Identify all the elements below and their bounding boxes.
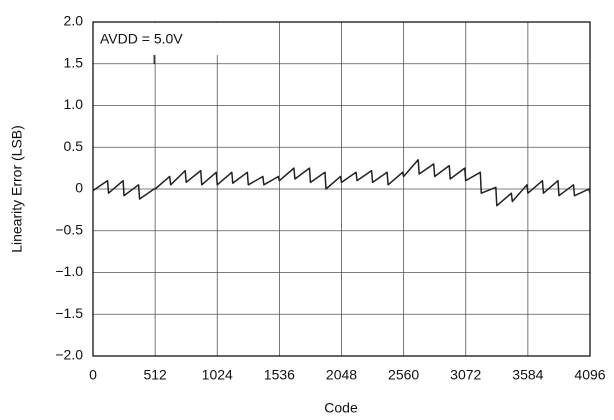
x-tick-label: 2560 [388,367,419,383]
y-tick-label: −0.5 [55,221,83,237]
y-tick-label: −1.5 [55,305,83,321]
x-tick-label: 2048 [326,367,357,383]
plot-frame [92,21,591,357]
y-tick-label: 2.0 [64,13,84,29]
y-tick-label: 0 [75,180,83,196]
x-tick-label: 512 [143,367,167,383]
data-line [92,159,591,207]
x-tick-label: 0 [89,367,97,383]
x-axis-label: Code [324,400,358,416]
y-tick-label: 0.5 [64,138,84,154]
y-tick-label: 1.0 [64,96,84,112]
x-tick-label: 1024 [202,367,233,383]
y-tick-label: −2.0 [55,347,83,363]
x-tick-label: 4096 [574,367,605,383]
y-tick-label: 1.5 [64,54,84,70]
y-axis-label: Linearity Error (LSB) [9,125,25,253]
y-tick-label: −1.0 [55,263,83,279]
annotation-box [94,23,222,55]
x-tick-label: 3072 [450,367,481,383]
x-tick-label: 1536 [264,367,295,383]
x-tick-label: 3584 [512,367,543,383]
annotation: AVDD = 5.0V [100,31,183,47]
